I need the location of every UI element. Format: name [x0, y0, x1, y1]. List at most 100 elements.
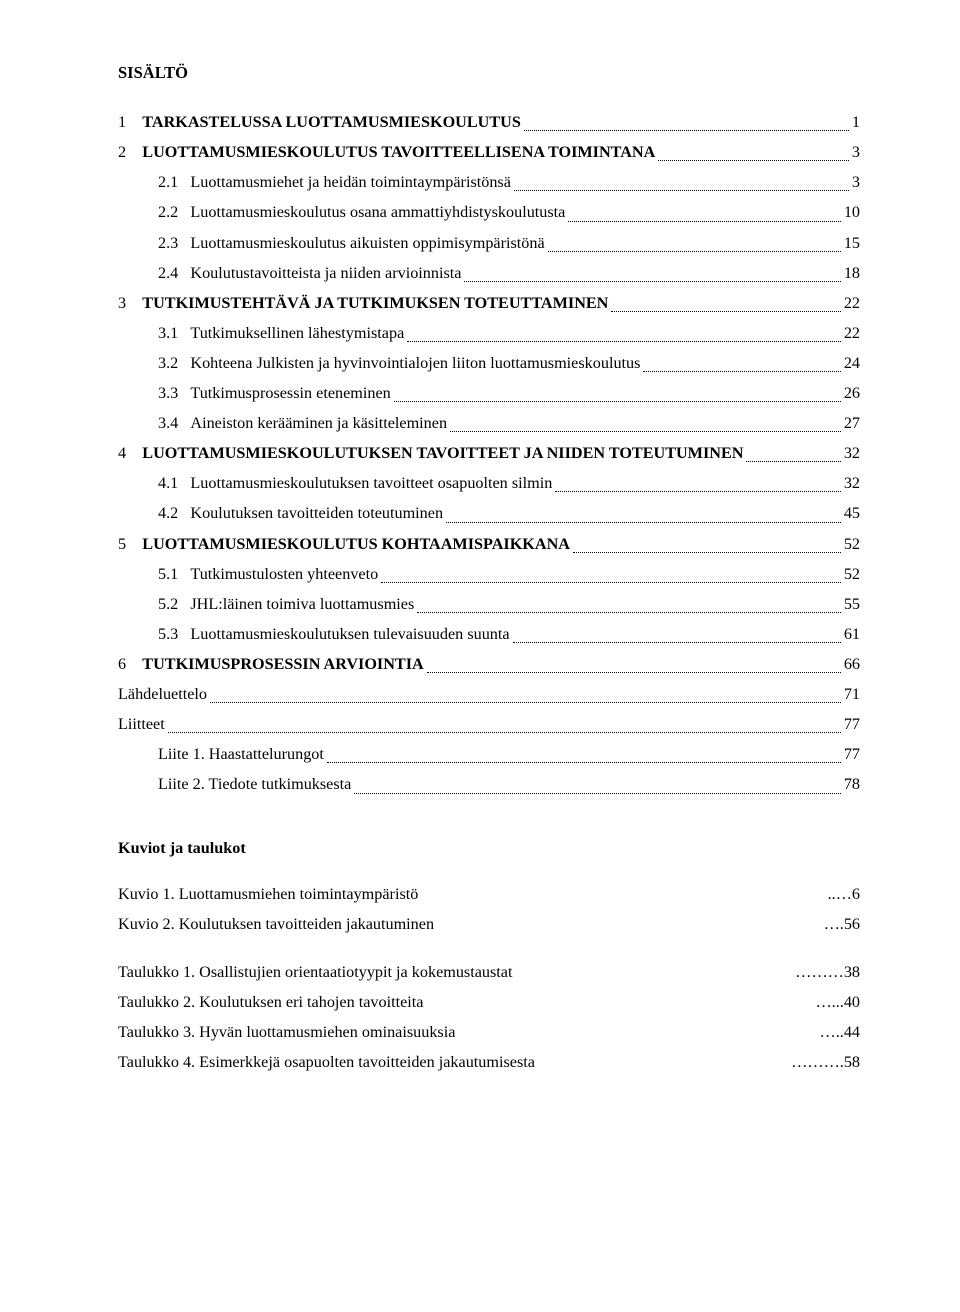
- table-entry: Taulukko 3. Hyvän luottamusmiehen ominai…: [118, 1018, 860, 1048]
- table-entry-page: 40: [844, 990, 860, 1015]
- toc-entry-number: 3: [118, 291, 142, 316]
- toc-entry-label: Tutkimusprosessin eteneminen: [190, 381, 390, 406]
- toc-entry: 3.3 Tutkimusprosessin eteneminen26: [118, 379, 860, 409]
- toc-entry-number: 2.1: [118, 170, 190, 195]
- toc-entry-number: 1: [118, 110, 142, 135]
- toc-entry: 4.1 Luottamusmieskoulutuksen tavoitteet …: [118, 469, 860, 499]
- toc-entry: 5.1 Tutkimustulosten yhteenveto52: [118, 559, 860, 589]
- toc-leader: [464, 281, 840, 282]
- toc-entry-label: Luottamusmieskoulutuksen tavoitteet osap…: [190, 471, 552, 496]
- toc-leader: [407, 341, 841, 342]
- toc-entry-number: 5.3: [118, 622, 190, 647]
- toc-entry-label: LUOTTAMUSMIESKOULUTUKSEN TAVOITTEET JA N…: [142, 441, 743, 466]
- toc-entry-number: 6: [118, 652, 142, 677]
- toc-entry-page: 55: [844, 592, 860, 617]
- toc-entry-page: 15: [844, 231, 860, 256]
- table-entry-page: 44: [844, 1020, 860, 1045]
- toc-leader: [513, 642, 841, 643]
- toc-entry-page: 45: [844, 501, 860, 526]
- toc-entry-label: Aineiston kerääminen ja käsitteleminen: [190, 411, 447, 436]
- toc-leader: [354, 793, 840, 794]
- toc-entry-label: Liite 1. Haastattelurungot: [158, 742, 324, 767]
- toc-entry: Liitteet77: [118, 710, 860, 740]
- toc-entry-label: Luottamusmieskoulutus aikuisten oppimisy…: [190, 231, 544, 256]
- leader-trail: ……….: [791, 1050, 844, 1075]
- toc-entry-label: JHL:läinen toimiva luottamusmies: [190, 592, 414, 617]
- figure-entry-label: Kuvio 2. Koulutuksen tavoitteiden jakaut…: [118, 912, 434, 937]
- leader-trail: ………: [795, 960, 844, 985]
- toc-entry-label: Luottamusmieskoulutuksen tulevaisuuden s…: [190, 622, 509, 647]
- toc-entry-page: 1: [852, 110, 860, 135]
- toc-leader: [643, 371, 840, 372]
- toc-leader: [658, 160, 849, 161]
- toc-entry: 6 TUTKIMUSPROSESSIN ARVIOINTIA 66: [118, 650, 860, 680]
- leader-trail: ..…: [828, 882, 852, 907]
- toc-entry-page: 10: [844, 200, 860, 225]
- toc-entry-page: 27: [844, 411, 860, 436]
- toc-entry-label: TUTKIMUSTEHTÄVÄ JA TUTKIMUKSEN TOTEUTTAM…: [142, 291, 608, 316]
- leader-trail: ….: [824, 912, 844, 937]
- toc-entry: 2.4 Koulutustavoitteista ja niiden arvio…: [118, 258, 860, 288]
- figure-entry: Kuvio 2. Koulutuksen tavoitteiden jakaut…: [118, 909, 860, 939]
- toc-entry-label: TARKASTELUSSA LUOTTAMUSMIESKOULUTUS: [142, 110, 521, 135]
- toc-entry-label: TUTKIMUSPROSESSIN ARVIOINTIA: [142, 652, 423, 677]
- toc-entry: 3.4 Aineiston kerääminen ja käsittelemin…: [118, 409, 860, 439]
- figures-heading: Kuviot ja taulukot: [118, 836, 860, 861]
- toc-entry-label: Luottamusmieskoulutus osana ammattiyhdis…: [190, 200, 565, 225]
- toc-leader: [514, 190, 849, 191]
- toc-entry-page: 66: [844, 652, 860, 677]
- toc-entry-page: 3: [852, 170, 860, 195]
- toc-entry: 5.2 JHL:läinen toimiva luottamusmies 55: [118, 589, 860, 619]
- toc-entry-label: Kohteena Julkisten ja hyvinvointialojen …: [190, 351, 640, 376]
- toc-entry: 4.2 Koulutuksen tavoitteiden toteutumine…: [118, 499, 860, 529]
- toc-entry-number: 3.4: [118, 411, 190, 436]
- toc-entry: 5 LUOTTAMUSMIESKOULUTUS KOHTAAMISPAIKKAN…: [118, 529, 860, 559]
- toc-entry-page: 78: [844, 772, 860, 797]
- toc-entry-number: 5.2: [118, 592, 190, 617]
- toc-entry-label: Lähdeluettelo: [118, 682, 207, 707]
- figures-list: Kuvio 1. Luottamusmiehen toimintaympäris…: [118, 879, 860, 939]
- toc-entry: 1 TARKASTELUSSA LUOTTAMUSMIESKOULUTUS1: [118, 108, 860, 138]
- toc-entry-page: 26: [844, 381, 860, 406]
- toc-entry-label: Tutkimustulosten yhteenveto: [190, 562, 378, 587]
- toc-entry-label: Koulutustavoitteista ja niiden arvioinni…: [190, 261, 461, 286]
- toc-leader: [611, 311, 840, 312]
- toc-entry-page: 24: [844, 351, 860, 376]
- toc-leader: [573, 552, 841, 553]
- leader-trail: …...: [815, 990, 843, 1015]
- toc-leader: [524, 130, 849, 131]
- table-entry-label: Taulukko 2. Koulutuksen eri tahojen tavo…: [118, 990, 423, 1015]
- figure-entry-label: Kuvio 1. Luottamusmiehen toimintaympäris…: [118, 882, 418, 907]
- figure-entry-page: 6: [852, 882, 860, 907]
- toc-entry: 2.3 Luottamusmieskoulutus aikuisten oppi…: [118, 228, 860, 258]
- toc-entry: 2.1 Luottamusmiehet ja heidän toimintaym…: [118, 168, 860, 198]
- toc-entry-number: 3.2: [118, 351, 190, 376]
- toc-entry-number: 5: [118, 532, 142, 557]
- toc-entry-number: 2.3: [118, 231, 190, 256]
- page-title: SISÄLTÖ: [118, 60, 860, 86]
- table-of-contents: 1 TARKASTELUSSA LUOTTAMUSMIESKOULUTUS12 …: [118, 108, 860, 801]
- toc-leader: [450, 431, 841, 432]
- toc-leader: [446, 522, 841, 523]
- table-entry: Taulukko 2. Koulutuksen eri tahojen tavo…: [118, 988, 860, 1018]
- toc-entry-number: 3.1: [118, 321, 190, 346]
- toc-entry-number: 2.4: [118, 261, 190, 286]
- toc-entry-number: 4.2: [118, 501, 190, 526]
- toc-entry: 2.2 Luottamusmieskoulutus osana ammattiy…: [118, 198, 860, 228]
- figure-entry-page: 56: [844, 912, 860, 937]
- toc-entry-page: 77: [844, 712, 860, 737]
- toc-leader: [555, 491, 841, 492]
- toc-entry-number: 4.1: [118, 471, 190, 496]
- table-entry-page: 58: [844, 1050, 860, 1075]
- toc-entry-label: Tutkimuksellinen lähestymistapa: [190, 321, 404, 346]
- toc-entry-page: 52: [844, 532, 860, 557]
- leader-trail: …..: [820, 1020, 844, 1045]
- toc-entry-number: 2.2: [118, 200, 190, 225]
- toc-entry-label: LUOTTAMUSMIESKOULUTUS KOHTAAMISPAIKKANA: [142, 532, 570, 557]
- toc-entry: 3.2 Kohteena Julkisten ja hyvinvointialo…: [118, 348, 860, 378]
- toc-entry: 3 TUTKIMUSTEHTÄVÄ JA TUTKIMUKSEN TOTEUTT…: [118, 288, 860, 318]
- toc-leader: [548, 251, 841, 252]
- table-entry: Taulukko 1. Osallistujien orientaatiotyy…: [118, 957, 860, 987]
- tables-list: Taulukko 1. Osallistujien orientaatiotyy…: [118, 957, 860, 1077]
- toc-entry-label: LUOTTAMUSMIESKOULUTUS TAVOITTEELLISENA T…: [142, 140, 655, 165]
